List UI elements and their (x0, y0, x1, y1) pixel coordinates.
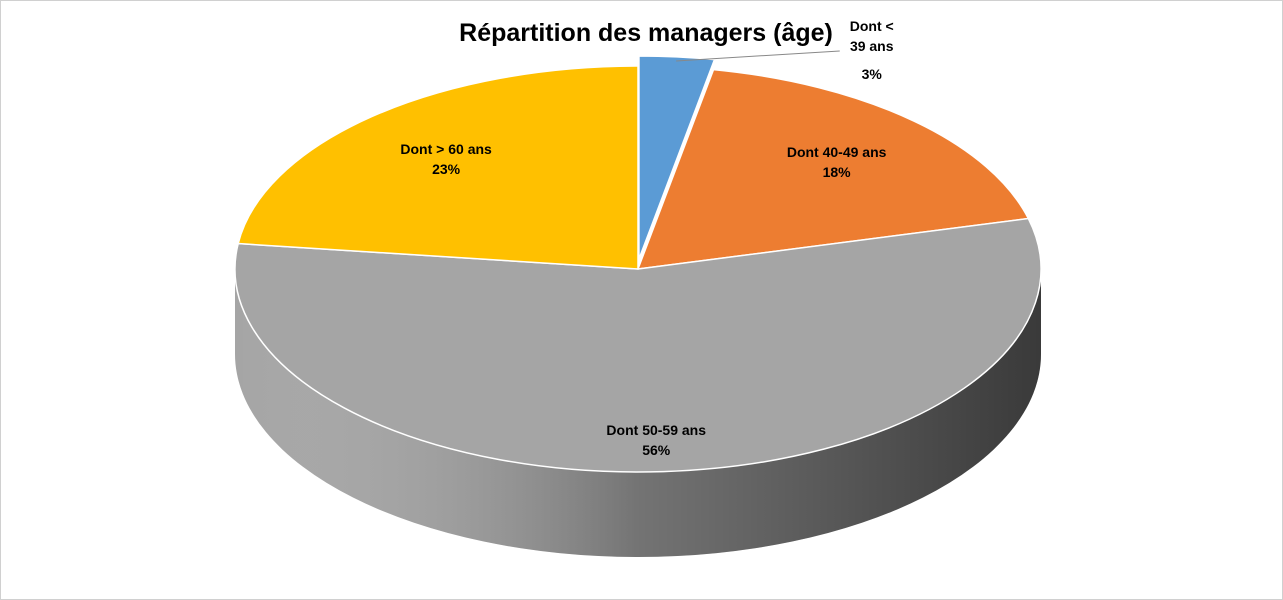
slice-value-label: 3% (861, 66, 882, 82)
chart-title: Répartition des managers (âge) (459, 19, 833, 47)
slice-side-shade (235, 269, 1041, 557)
slice-label: Dont < 39 ans (849, 18, 894, 54)
slice-label: Dont 40-49 ans (786, 144, 887, 161)
pie-slice (234, 217, 1042, 473)
pie-slice (636, 68, 1030, 270)
slice-value-label: 23% (432, 161, 461, 178)
slice-label: Dont > 60 ans (400, 141, 492, 158)
leader-line (676, 50, 840, 62)
slice-label: Dont 50-59 ans (606, 421, 707, 438)
slice-value-label: 18% (822, 164, 851, 181)
pie-slice (638, 55, 716, 260)
pie-slice (237, 65, 639, 270)
slice-value-label: 56% (642, 441, 671, 458)
